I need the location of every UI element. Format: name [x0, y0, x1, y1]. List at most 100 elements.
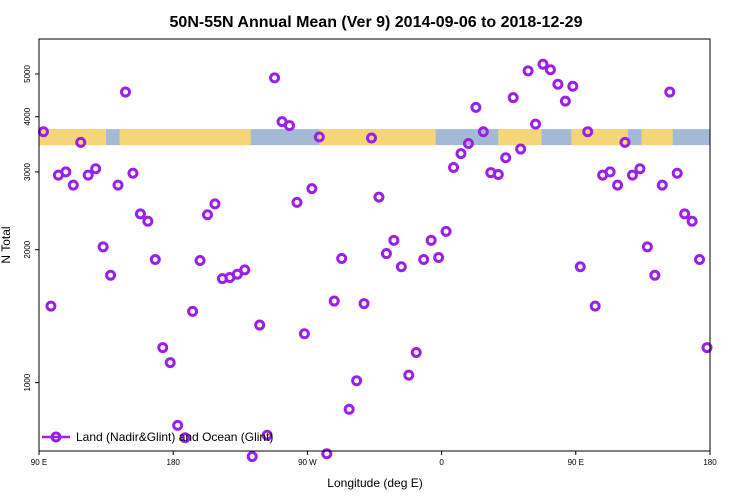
- data-point: [477, 126, 489, 138]
- data-point: [254, 319, 266, 331]
- x-tick-label: 180: [703, 458, 717, 467]
- x-tick-label: 90 E: [568, 458, 584, 467]
- y-axis-label: N Total: [0, 226, 13, 263]
- plot-frame: [38, 38, 711, 452]
- data-point: [261, 429, 273, 441]
- data-point: [522, 65, 534, 77]
- data-point: [343, 403, 355, 415]
- data-point: [641, 241, 653, 253]
- data-point: [701, 342, 713, 354]
- data-point: [201, 209, 213, 221]
- data-point: [284, 120, 296, 132]
- y-tick-label: 5000: [23, 65, 32, 83]
- data-point: [552, 78, 564, 90]
- data-point: [530, 118, 542, 130]
- data-point: [209, 198, 221, 210]
- data-point: [395, 261, 407, 273]
- data-point: [306, 183, 318, 195]
- data-point: [246, 451, 258, 463]
- data-point: [448, 161, 460, 173]
- data-point: [336, 253, 348, 265]
- data-point: [366, 132, 378, 144]
- y-axis: 1000 2000 3000 4000 5000: [23, 65, 39, 391]
- data-point: [231, 268, 243, 280]
- data-point: [388, 234, 400, 246]
- data-point: [75, 136, 87, 148]
- data-point: [403, 369, 415, 381]
- data-point: [574, 261, 586, 273]
- data-point: [619, 136, 631, 148]
- y-tick-label: 4000: [23, 107, 32, 125]
- data-point: [544, 64, 556, 76]
- x-axis-label: Longitude (deg E): [327, 476, 422, 490]
- data-point: [269, 72, 281, 84]
- data-point: [515, 143, 527, 155]
- data-point: [351, 375, 363, 387]
- data-point: [664, 86, 676, 98]
- data-point: [90, 163, 102, 175]
- x-tick-label: 0: [439, 458, 444, 467]
- band-land-segment: [571, 129, 628, 146]
- data-point: [291, 196, 303, 208]
- data-point: [500, 152, 512, 164]
- data-point: [649, 269, 661, 281]
- data-point: [134, 208, 146, 220]
- data-point: [582, 126, 594, 138]
- y-tick-label: 2000: [23, 240, 32, 258]
- chart-title: 50N-55N Annual Mean (Ver 9) 2014-09-06 t…: [170, 14, 583, 31]
- data-point: [164, 357, 176, 369]
- data-point: [455, 148, 467, 160]
- data-point: [239, 264, 251, 276]
- data-point: [671, 167, 683, 179]
- x-tick-label: 90 E: [31, 458, 47, 467]
- data-point: [686, 215, 698, 227]
- data-point: [656, 179, 668, 191]
- data-point: [45, 300, 57, 312]
- band-land-segment: [498, 129, 542, 146]
- x-tick-label: 90 W: [298, 458, 317, 467]
- data-point: [537, 58, 549, 70]
- data-point: [194, 255, 206, 267]
- data-point: [142, 215, 154, 227]
- data-point: [604, 166, 616, 178]
- data-points: [37, 58, 713, 463]
- data-point: [112, 179, 124, 191]
- data-point: [60, 166, 72, 178]
- data-point: [157, 342, 169, 354]
- x-tick-label: 180: [167, 458, 181, 467]
- data-point: [187, 305, 199, 317]
- data-point: [694, 254, 706, 266]
- data-point: [97, 241, 109, 253]
- data-point: [172, 419, 184, 431]
- legend: Land (Nadir&Glint) and Ocean (Glint): [42, 430, 273, 444]
- data-point: [433, 252, 445, 264]
- data-point: [373, 191, 385, 203]
- data-point: [410, 346, 422, 358]
- data-point: [492, 168, 504, 180]
- data-point: [127, 167, 139, 179]
- data-point: [425, 234, 437, 246]
- data-point: [470, 101, 482, 113]
- legend-marker: [50, 431, 62, 443]
- band-land-segment: [319, 129, 436, 146]
- legend-label: Land (Nadir&Glint) and Ocean (Glint): [76, 430, 273, 444]
- data-point: [567, 80, 579, 92]
- x-axis: 90 E 180 90 W 0 90 E 180: [31, 451, 717, 467]
- data-point: [418, 254, 430, 266]
- data-point: [179, 432, 191, 444]
- data-point: [149, 254, 161, 266]
- y-tick-label: 3000: [23, 162, 32, 180]
- data-point: [321, 448, 333, 460]
- data-point: [358, 298, 370, 310]
- data-point: [67, 179, 79, 191]
- data-point: [634, 163, 646, 175]
- data-point: [559, 95, 571, 107]
- data-point: [298, 328, 310, 340]
- data-point: [507, 92, 519, 104]
- band-land-segment: [641, 129, 673, 146]
- data-point: [82, 169, 94, 181]
- data-point: [626, 169, 638, 181]
- band-land-segment: [39, 129, 107, 146]
- data-point: [440, 225, 452, 237]
